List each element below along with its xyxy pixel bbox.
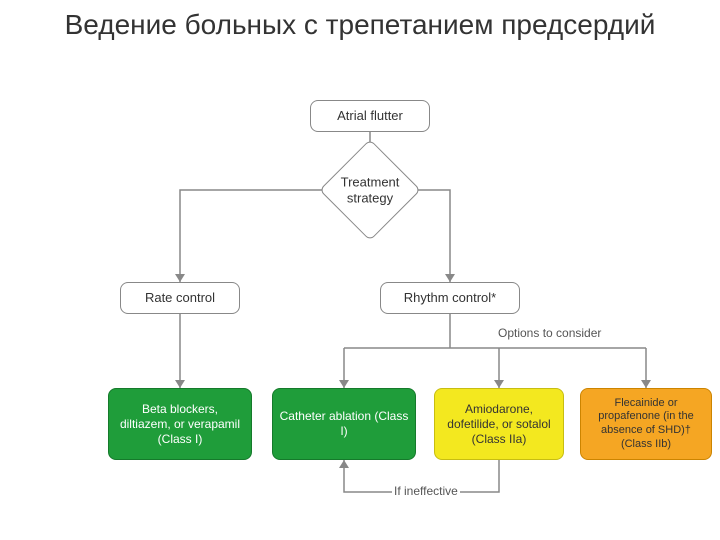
node-label: Rate control: [145, 290, 215, 306]
node-atrial-flutter: Atrial flutter: [310, 100, 430, 132]
node-amiodarone: Amiodarone, dofetilide, or sotalol (Clas…: [434, 388, 564, 460]
node-label: Flecainide or propafenone (in the absenc…: [587, 397, 705, 452]
flowchart: Atrial flutter Rate control Rhythm contr…: [0, 92, 720, 532]
node-label: Catheter ablation (Class I): [279, 409, 409, 439]
node-label: Treatment strategy: [320, 174, 421, 205]
node-rhythm-control: Rhythm control*: [380, 282, 520, 314]
node-label: Rhythm control*: [404, 290, 496, 306]
page-title: Ведение больных с трепетанием предсердий: [0, 8, 720, 42]
edge-label-ineffective: If ineffective: [392, 484, 460, 498]
node-flecainide: Flecainide or propafenone (in the absenc…: [580, 388, 712, 460]
node-label: Amiodarone, dofetilide, or sotalol (Clas…: [441, 402, 557, 447]
node-treatment-strategy: Treatment strategy: [334, 154, 406, 226]
node-label: Atrial flutter: [337, 108, 403, 124]
edge-label-options: Options to consider: [496, 326, 603, 340]
node-rate-control: Rate control: [120, 282, 240, 314]
node-label: Beta blockers, diltiazem, or verapamil (…: [115, 402, 245, 447]
node-catheter-ablation: Catheter ablation (Class I): [272, 388, 416, 460]
node-beta-blockers: Beta blockers, diltiazem, or verapamil (…: [108, 388, 252, 460]
